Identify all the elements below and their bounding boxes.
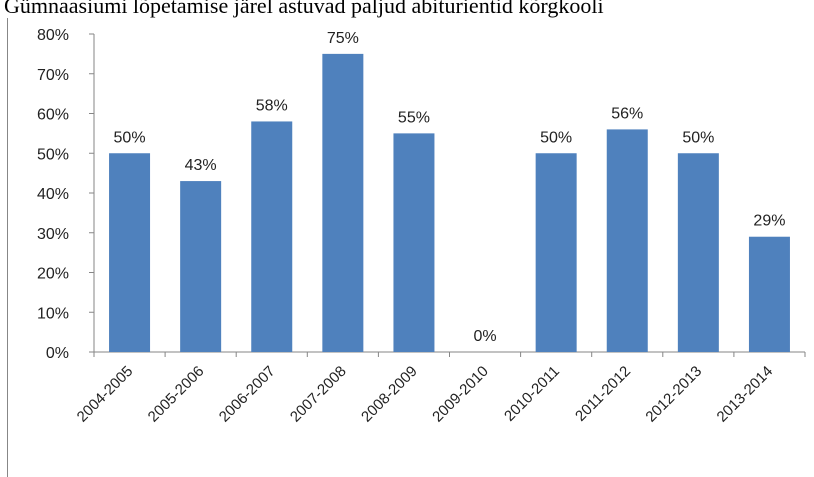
bar: [606, 129, 648, 352]
bar: [109, 153, 151, 352]
bar: [251, 121, 293, 352]
bar: [677, 153, 719, 352]
y-tick-label: 50%: [37, 146, 69, 163]
x-tick-label: 2008-2009: [358, 363, 421, 426]
data-label: 56%: [611, 105, 643, 122]
x-tick-label: 2004-2005: [74, 363, 137, 426]
bar: [535, 153, 577, 352]
data-label: 75%: [327, 30, 359, 47]
y-tick-label: 30%: [37, 226, 69, 243]
x-tick-label: 2007-2008: [287, 363, 350, 426]
x-tick-label: 2005-2006: [145, 363, 208, 426]
y-tick-label: 20%: [37, 266, 69, 283]
x-tick-label: 2009-2010: [429, 363, 492, 426]
x-tick-label: 2013-2014: [714, 363, 777, 426]
y-tick-label: 70%: [37, 67, 69, 84]
chart-frame-border: [7, 18, 8, 477]
x-tick-label: 2011-2012: [572, 363, 634, 425]
x-tick-label: 2006-2007: [216, 363, 279, 426]
data-label: 43%: [185, 157, 217, 174]
data-label: 0%: [473, 328, 496, 345]
y-tick-label: 0%: [46, 345, 69, 362]
x-tick-label: 2010-2011: [501, 363, 563, 425]
data-label: 58%: [256, 97, 288, 114]
data-label: 29%: [753, 213, 785, 230]
bar: [322, 53, 364, 352]
data-label: 50%: [114, 129, 146, 146]
data-label: 55%: [398, 109, 430, 126]
y-tick-label: 80%: [37, 27, 69, 44]
y-tick-label: 40%: [37, 186, 69, 203]
data-label: 50%: [540, 129, 572, 146]
x-tick-label: 2012-2013: [642, 363, 705, 426]
bar: [180, 181, 222, 352]
y-tick-label: 60%: [37, 107, 69, 124]
y-tick-label: 10%: [37, 305, 69, 322]
bar: [393, 133, 435, 352]
data-label: 50%: [682, 129, 714, 146]
bar: [748, 236, 790, 352]
chart-title: Gümnaasiumi lõpetamise järel astuvad pal…: [4, 0, 604, 18]
